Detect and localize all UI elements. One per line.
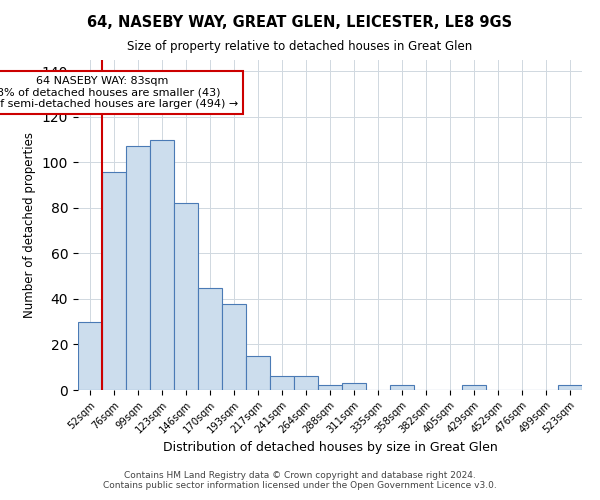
Bar bbox=[270, 376, 294, 390]
Bar bbox=[222, 304, 246, 390]
Text: Contains HM Land Registry data © Crown copyright and database right 2024.
Contai: Contains HM Land Registry data © Crown c… bbox=[103, 470, 497, 490]
Text: 64 NASEBY WAY: 83sqm
← 8% of detached houses are smaller (43)
92% of semi-detach: 64 NASEBY WAY: 83sqm ← 8% of detached ho… bbox=[0, 76, 239, 109]
Bar bbox=[102, 172, 126, 390]
Bar bbox=[198, 288, 222, 390]
Y-axis label: Number of detached properties: Number of detached properties bbox=[23, 132, 37, 318]
Bar bbox=[390, 386, 414, 390]
Bar bbox=[126, 146, 150, 390]
Bar bbox=[342, 383, 366, 390]
Text: Size of property relative to detached houses in Great Glen: Size of property relative to detached ho… bbox=[127, 40, 473, 53]
Bar bbox=[78, 322, 102, 390]
Bar bbox=[318, 386, 342, 390]
Bar bbox=[174, 204, 198, 390]
Bar bbox=[558, 386, 582, 390]
Bar bbox=[462, 386, 486, 390]
Bar bbox=[294, 376, 318, 390]
Text: 64, NASEBY WAY, GREAT GLEN, LEICESTER, LE8 9GS: 64, NASEBY WAY, GREAT GLEN, LEICESTER, L… bbox=[88, 15, 512, 30]
Bar bbox=[246, 356, 270, 390]
X-axis label: Distribution of detached houses by size in Great Glen: Distribution of detached houses by size … bbox=[163, 441, 497, 454]
Bar bbox=[150, 140, 174, 390]
